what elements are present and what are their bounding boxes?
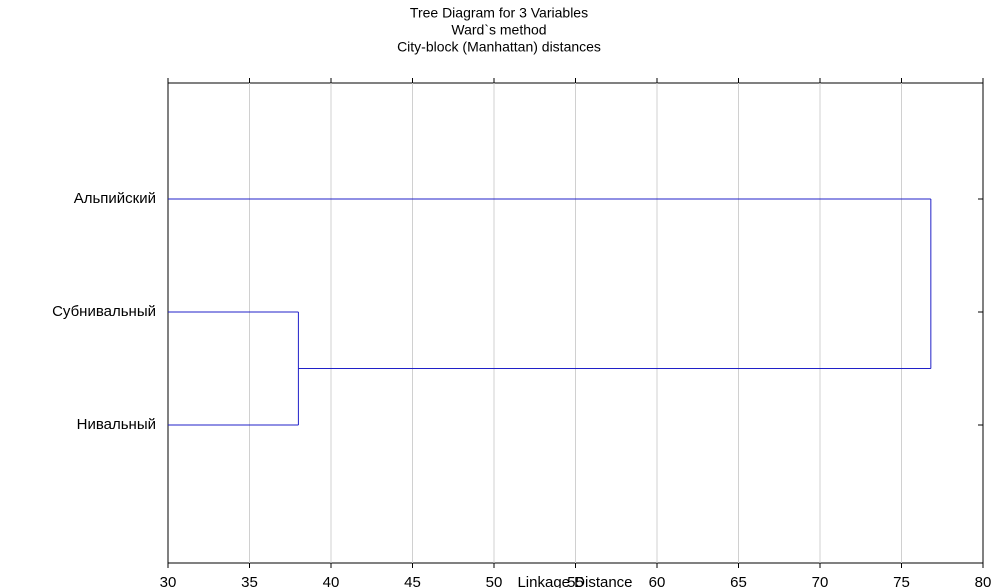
x-tick-label: 65 xyxy=(730,574,747,588)
x-tick-label: 75 xyxy=(893,574,910,588)
x-tick-label: 80 xyxy=(975,574,992,588)
x-tick-label: 50 xyxy=(486,574,503,588)
chart-subtitle: Ward`s method xyxy=(451,22,546,38)
x-tick-label: 40 xyxy=(323,574,340,588)
x-tick-label: 30 xyxy=(160,574,177,588)
y-tick-label: Нивальный xyxy=(77,416,156,433)
chart-subtitle: City-block (Manhattan) distances xyxy=(397,39,601,55)
x-tick-label: 60 xyxy=(649,574,666,588)
x-tick-label: 45 xyxy=(404,574,421,588)
x-tick-label: 35 xyxy=(241,574,258,588)
y-tick-label: Альпийский xyxy=(74,190,156,207)
chart-title: Tree Diagram for 3 Variables xyxy=(410,5,588,21)
x-tick-label: 55 xyxy=(567,574,584,588)
x-tick-label: 70 xyxy=(812,574,829,588)
y-tick-label: Субнивальный xyxy=(52,303,156,320)
x-axis-label: Linkage Distance xyxy=(517,574,632,588)
